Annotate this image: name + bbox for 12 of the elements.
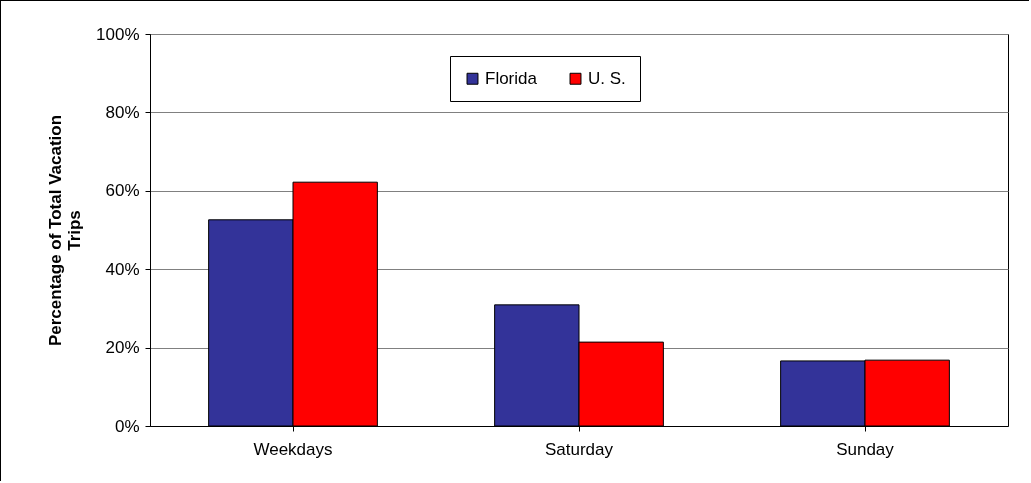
x-tick-label: Sunday	[836, 439, 895, 459]
legend-label: Florida	[485, 68, 538, 88]
x-tick-label: Saturday	[544, 439, 614, 459]
y-tick-label: 80%	[105, 102, 140, 122]
legend-label: U. S.	[588, 68, 626, 88]
x-tick-label: Weekdays	[253, 439, 333, 459]
y-tick-label: 20%	[105, 338, 140, 358]
y-tick-label: 40%	[105, 259, 140, 279]
y-tick-label: 100%	[96, 24, 140, 44]
y-axis-title: Percentage of Total Vacation Trips	[46, 114, 85, 347]
y-tick-label: 60%	[105, 181, 140, 201]
y-tick-label: 0%	[114, 416, 140, 436]
